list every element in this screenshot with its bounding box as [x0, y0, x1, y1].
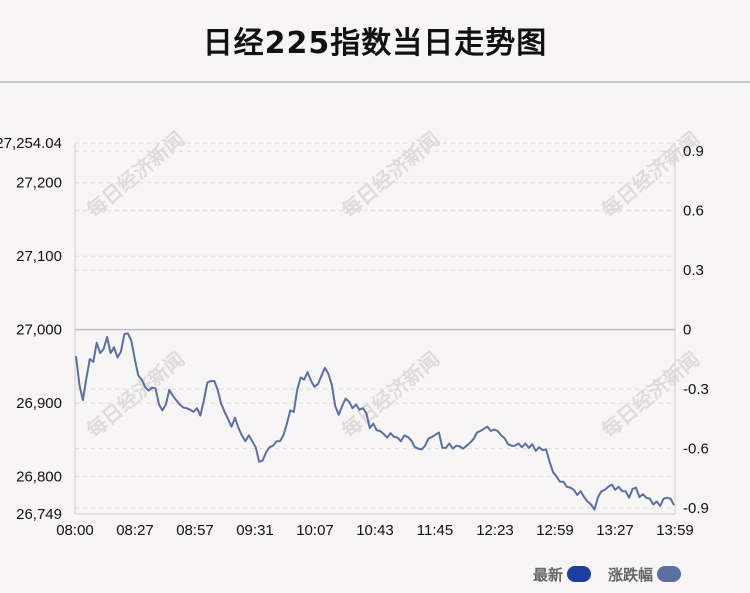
x-tick-5: 10:43: [356, 522, 394, 539]
y-tick-right-0: -0.9: [683, 500, 709, 517]
axes: [74, 143, 676, 515]
series-layer: [75, 332, 675, 511]
legend-swatch-change: [657, 566, 682, 582]
y-tick-right-3: 0: [683, 322, 691, 339]
y-tick-right-6: 0.9: [683, 143, 704, 160]
title-divider: [0, 81, 750, 83]
y-tick-left-4: 27,100: [16, 248, 62, 265]
legend-item-latest[interactable]: 最新: [533, 563, 592, 585]
x-tick-8: 12:59: [536, 522, 574, 539]
right-axis-labels: -0.9 -0.6 -0.3 0 0.3 0.6 0.9: [683, 143, 709, 517]
watermark-1: 每日经济新闻: [337, 347, 444, 443]
x-tick-7: 12:23: [476, 522, 514, 539]
x-tick-3: 09:31: [236, 522, 274, 539]
x-axis-labels: 08:00 08:27 08:57 09:31 10:07 10:43 11:45 12:23…: [56, 522, 694, 539]
chart-title: 日经225指数当日走势图: [202, 26, 548, 61]
watermark-3: 每日经济新闻: [82, 127, 189, 223]
legend-swatch-latest: [567, 566, 592, 582]
y-tick-left-1: 26,800: [16, 469, 62, 486]
x-tick-9: 13:27: [596, 522, 634, 539]
x-tick-0: 08:00: [56, 522, 94, 539]
y-tick-right-2: -0.3: [683, 381, 709, 398]
x-tick-2: 08:57: [176, 522, 214, 539]
y-tick-left-5: 27,200: [16, 175, 62, 192]
y-tick-left-2: 26,900: [16, 395, 62, 412]
y-tick-left-0: 26,749: [16, 506, 62, 523]
x-tick-10: 13:59: [656, 522, 694, 539]
x-tick-6: 11:45: [417, 522, 453, 539]
y-tick-left-6: 27,254.04: [0, 135, 62, 152]
legend-label-latest: 最新: [533, 565, 564, 584]
x-tick-4: 10:07: [296, 522, 334, 539]
y-tick-right-4: 0.3: [683, 262, 704, 279]
y-tick-left-3: 27,000: [16, 322, 62, 339]
legend-item-change[interactable]: 涨跌幅: [608, 563, 682, 585]
legend-label-change: 涨跌幅: [608, 565, 654, 584]
x-tick-1: 08:27: [116, 522, 154, 539]
y-tick-right-1: -0.6: [683, 441, 709, 458]
series-line-0: [75, 332, 675, 511]
left-axis-labels: 26,749 26,800 26,900 27,000 27,100 27,200 27,2…: [0, 135, 62, 523]
watermark-5: 每日经济新闻: [337, 127, 444, 223]
y-tick-right-5: 0.6: [683, 203, 704, 220]
